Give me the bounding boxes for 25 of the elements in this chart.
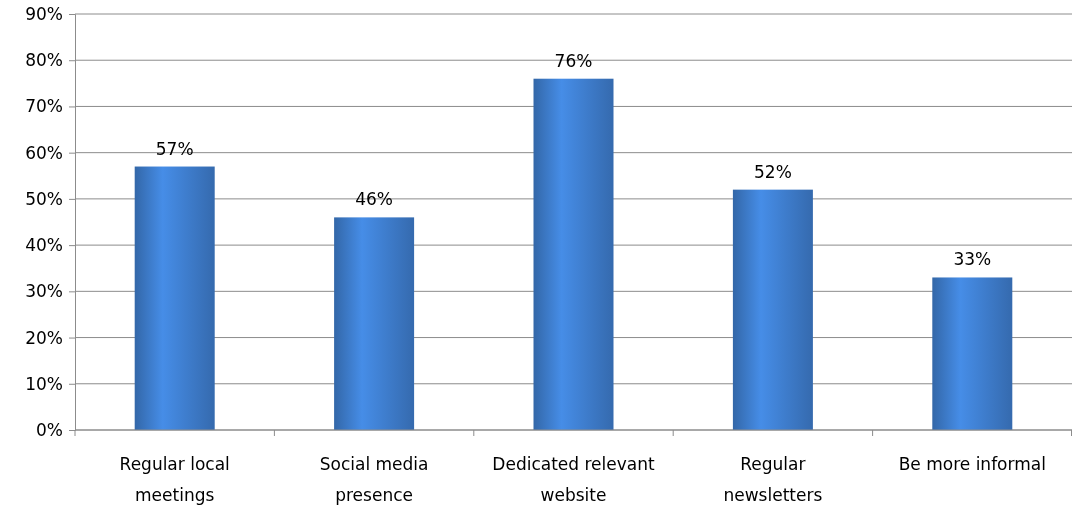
y-tick-label: 60% (25, 142, 63, 163)
bar (932, 277, 1013, 430)
bar (533, 78, 614, 430)
x-tick-label: Social media presence (319, 454, 429, 505)
y-tick-label: 40% (25, 235, 63, 256)
y-tick-label: 30% (25, 281, 63, 302)
x-tick-label: Regular local meetings (119, 454, 230, 505)
x-tick-label: Regular newsletters (723, 454, 823, 505)
bar (732, 189, 813, 430)
y-tick-label: 90% (25, 3, 63, 24)
y-tick-label: 80% (25, 50, 63, 71)
data-label: 52% (754, 161, 792, 182)
data-label: 76% (554, 50, 593, 71)
data-label: 33% (953, 249, 992, 270)
y-tick-label: 0% (36, 419, 63, 440)
data-label: 46% (355, 189, 393, 210)
bar (134, 166, 215, 430)
y-tick-label: 20% (25, 327, 63, 348)
y-tick-label: 70% (25, 96, 63, 117)
bar (334, 217, 415, 430)
y-tick-label: 50% (25, 188, 63, 209)
x-tick-label: Be more informal (898, 454, 1046, 474)
x-tick-label: Dedicated relevant website (492, 454, 655, 505)
y-tick-label: 10% (25, 373, 63, 394)
data-label: 57% (155, 138, 194, 159)
